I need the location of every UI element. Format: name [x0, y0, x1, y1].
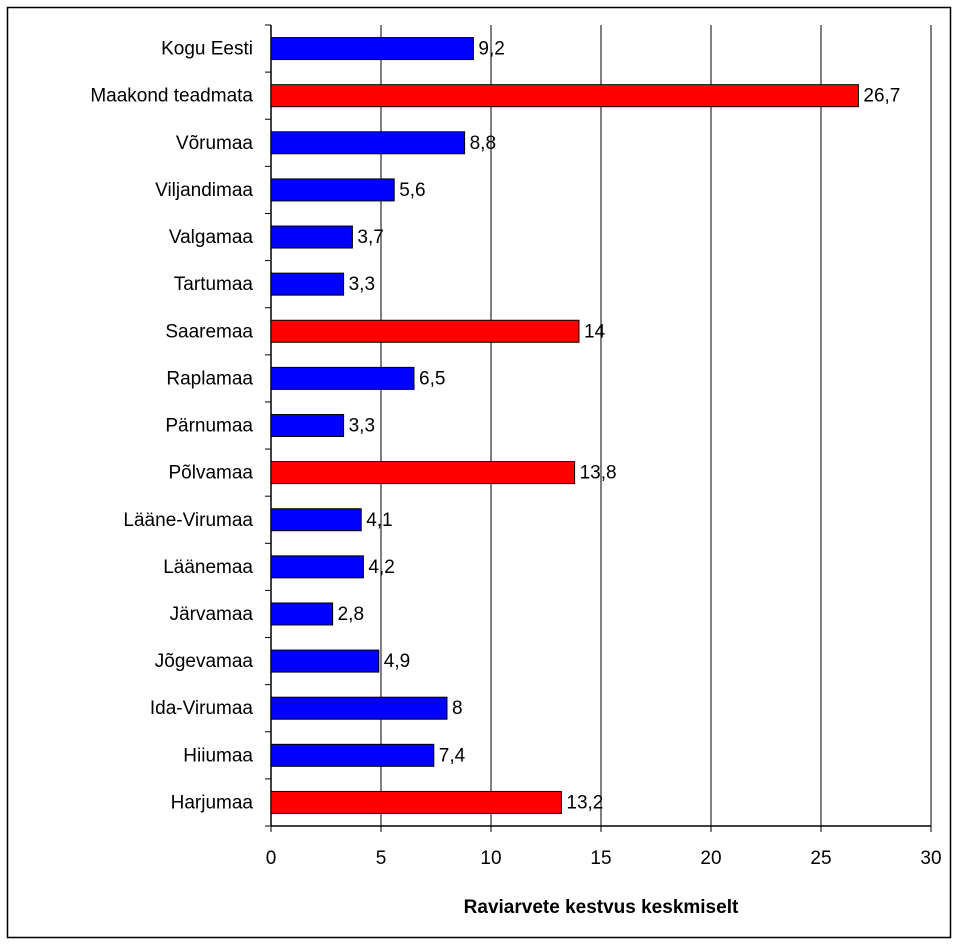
data-label: 13,2: [566, 792, 603, 813]
x-tick-label: 15: [590, 848, 611, 869]
x-tick-label: 10: [480, 848, 501, 869]
y-tick-label: Lääne-Virumaa: [123, 510, 253, 531]
bar: [270, 555, 364, 579]
data-label: 3,3: [349, 274, 375, 295]
bar: [270, 414, 345, 437]
data-label: 9,2: [478, 39, 504, 60]
data-label: 3,3: [349, 416, 375, 437]
bar: [270, 696, 448, 720]
data-label: 26,7: [863, 86, 900, 107]
data-label: 8: [452, 698, 463, 719]
data-label: 14: [584, 321, 606, 342]
bar: [270, 84, 859, 108]
y-tick-label: Viljandimaa: [155, 180, 253, 201]
data-label: 4,9: [384, 651, 410, 672]
x-tick-label: 5: [376, 848, 387, 869]
y-tick-label: Raplamaa: [166, 368, 253, 389]
x-tick-label: 30: [920, 848, 941, 869]
data-label: 8,8: [470, 133, 496, 154]
bar: [270, 508, 362, 532]
y-tick-label: Võrumaa: [176, 133, 254, 154]
data-label: 13,8: [580, 463, 617, 484]
y-tick-label: Põlvamaa: [169, 463, 254, 484]
bar: [270, 743, 435, 767]
bar: [270, 602, 334, 626]
bar: [270, 272, 345, 296]
bar: [270, 649, 380, 673]
y-tick-label: Järvamaa: [170, 604, 254, 625]
bar: [270, 131, 466, 155]
bar: [270, 366, 415, 390]
data-label: 3,7: [357, 227, 383, 248]
x-axis-title: Raviarvete kestvus keskmiselt: [464, 897, 739, 918]
y-tick-label: Tartumaa: [174, 274, 254, 295]
bar: [270, 37, 474, 61]
data-label: 2,8: [338, 604, 364, 625]
bar: [270, 461, 576, 485]
y-tick-label: Ida-Virumaa: [150, 698, 254, 719]
bar: [270, 225, 353, 249]
y-tick-label: Hiiumaa: [183, 745, 253, 766]
y-tick-label: Pärnumaa: [165, 416, 253, 437]
x-tick-label: 25: [810, 848, 831, 869]
bar: [270, 319, 580, 343]
y-tick-label: Harjumaa: [171, 792, 254, 813]
y-tick-label: Kogu Eesti: [161, 39, 253, 60]
bar: [270, 178, 395, 202]
bar: [270, 790, 562, 814]
y-tick-label: Läänemaa: [163, 557, 253, 578]
data-label: 4,2: [368, 557, 394, 578]
x-tick-label: 0: [266, 848, 277, 869]
data-label: 4,1: [366, 510, 392, 531]
data-label: 6,5: [419, 368, 445, 389]
data-label: 7,4: [439, 745, 466, 766]
y-tick-label: Valgamaa: [169, 227, 254, 248]
y-tick-label: Maakond teadmata: [90, 86, 253, 107]
y-tick-label: Jõgevamaa: [155, 651, 254, 672]
x-tick-label: 20: [700, 848, 721, 869]
data-label: 5,6: [399, 180, 425, 201]
y-tick-label: Saaremaa: [165, 321, 253, 342]
